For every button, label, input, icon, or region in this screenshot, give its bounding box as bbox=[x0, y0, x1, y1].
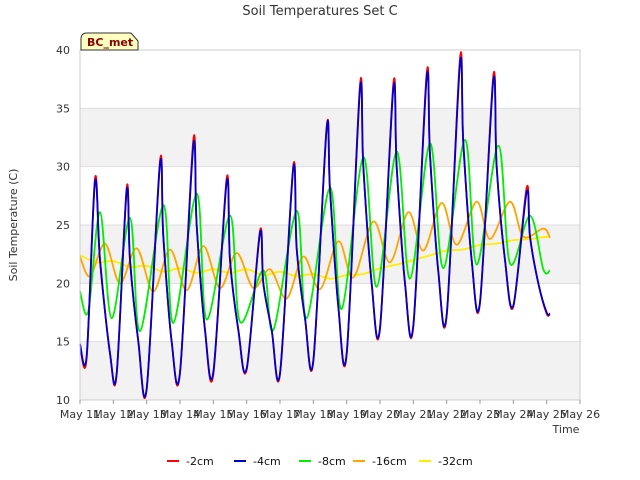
y-axis-label: Soil Temperature (C) bbox=[7, 169, 20, 282]
series-line-4cm bbox=[79, 56, 551, 398]
legend-entry: -4cm bbox=[253, 455, 281, 468]
x-tick-label: May 18 bbox=[293, 408, 333, 421]
x-tick-label: May 26 bbox=[560, 408, 600, 421]
legend-entry: -8cm bbox=[318, 455, 346, 468]
chart-title: Soil Temperatures Set C bbox=[242, 4, 397, 19]
y-tick-label: 40 bbox=[56, 44, 70, 57]
grid-band bbox=[80, 341, 580, 400]
legend-entry: -16cm bbox=[372, 455, 407, 468]
x-tick-label: May 16 bbox=[227, 408, 267, 421]
y-axis-ticks: 10 15 20 25 30 35 40 bbox=[56, 44, 70, 407]
legend-entry: -32cm bbox=[438, 455, 473, 468]
x-tick-label: May 19 bbox=[327, 408, 367, 421]
y-tick-label: 25 bbox=[56, 219, 70, 232]
station-badge: BC_met bbox=[80, 32, 139, 51]
x-tick-label: May 14 bbox=[160, 408, 200, 421]
x-axis-label: Time bbox=[552, 423, 580, 436]
y-tick-label: 20 bbox=[56, 277, 70, 290]
grid-band bbox=[80, 108, 580, 167]
y-tick-label: 30 bbox=[56, 161, 70, 174]
series-lines bbox=[79, 51, 551, 399]
x-tick-label: May 17 bbox=[260, 408, 300, 421]
x-tick-label: May 22 bbox=[427, 408, 467, 421]
x-tick-label: May 20 bbox=[360, 408, 400, 421]
station-badge-label: BC_met bbox=[87, 36, 133, 49]
station-badge-shape bbox=[80, 32, 139, 51]
x-tick-label: May 11 bbox=[60, 408, 100, 421]
y-tick-label: 35 bbox=[56, 102, 70, 115]
legend-entry: -2cm bbox=[186, 455, 214, 468]
x-tick-label: May 25 bbox=[527, 408, 567, 421]
x-tick-label: May 15 bbox=[193, 408, 233, 421]
x-tick-label: May 24 bbox=[493, 408, 533, 421]
y-tick-label: 10 bbox=[56, 394, 70, 407]
x-tick-label: May 12 bbox=[93, 408, 133, 421]
legend: -2cm -4cm -8cm -16cm -32cm bbox=[167, 455, 473, 468]
plot-frame bbox=[79, 49, 581, 401]
series-line-8cm bbox=[79, 138, 551, 333]
y-tick-label: 15 bbox=[56, 336, 70, 349]
x-tick-label: May 13 bbox=[127, 408, 167, 421]
x-tick-label: May 23 bbox=[460, 408, 500, 421]
x-tick-label: May 21 bbox=[393, 408, 433, 421]
